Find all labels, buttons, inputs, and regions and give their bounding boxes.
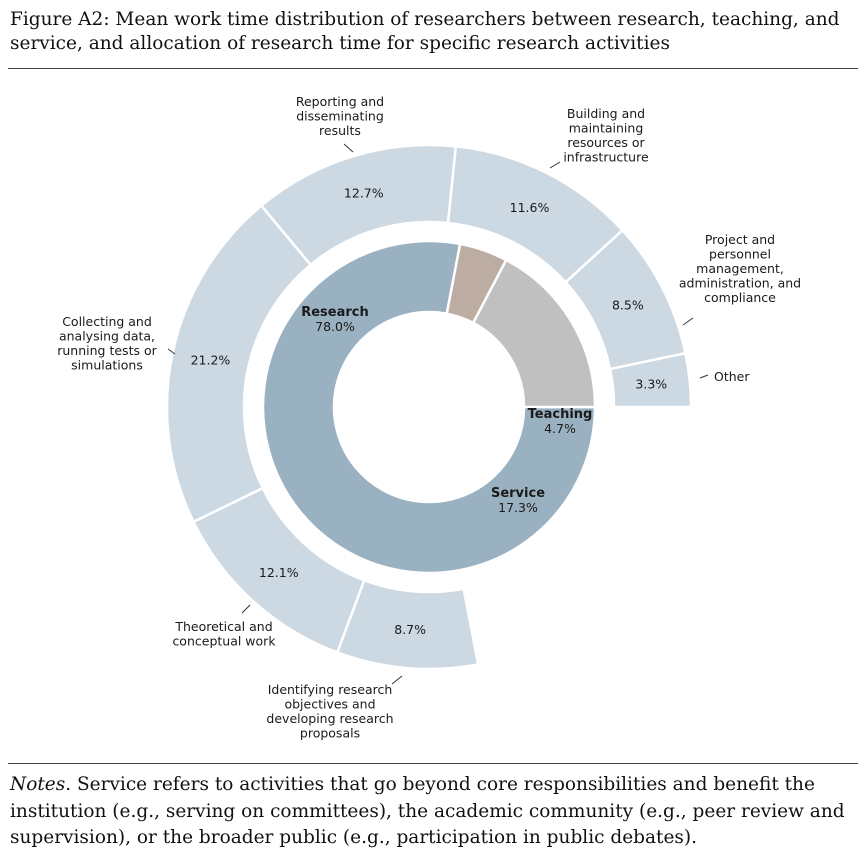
connector-other [699, 374, 709, 379]
category-label-reporting-and-disseminating-results: Reporting and disseminating results [296, 94, 384, 138]
inner-value-service: 17.3% [498, 500, 538, 515]
category-label-other: Other [714, 369, 750, 384]
figure-notes: Notes. Service refers to activities that… [10, 772, 860, 852]
category-label-theoretical-and-conceptual-work: Theoretical and conceptual work [172, 619, 276, 649]
top-rule [8, 68, 858, 69]
category-label-line: Collecting and [62, 314, 152, 329]
outer-value-collecting-and-analysing-data-running-tests-or-simulations: 21.2% [191, 353, 231, 368]
inner-ring [261, 239, 597, 575]
outer-value-building-and-maintaining-resources-or-infrastructure: 11.6% [510, 200, 550, 215]
outer-ring [165, 143, 693, 671]
notes-text: Service refers to activities that go bey… [10, 774, 845, 848]
category-label-line: analysing data, [59, 329, 155, 344]
inner-label-service: Service [491, 486, 545, 501]
outer-value-theoretical-and-conceptual-work: 12.1% [259, 565, 299, 580]
category-label-line: maintaining [569, 121, 644, 136]
category-label-line: personnel [709, 247, 771, 262]
connector-collecting-and-analysing-data-running-tests-or-simulations [167, 348, 176, 355]
inner-value-research: 78.0% [315, 319, 355, 334]
category-label-line: running tests or [57, 343, 157, 358]
connector-reporting-and-disseminating-results [343, 143, 354, 153]
category-label-line: objectives and [284, 697, 375, 712]
category-label-line: management, [696, 261, 784, 276]
category-label-identifying-research-objectives-and-developing-research-proposals: Identifying research objectives and develo… [266, 682, 393, 741]
outer-value-reporting-and-disseminating-results: 12.7% [344, 186, 384, 201]
category-label-project-and-personnel-management-administration-and-compliance: Project and personnel management, administr… [679, 232, 801, 305]
connector-project-and-personnel-management-administration-and-compliance [682, 317, 694, 326]
category-label-collecting-and-analysing-data-running-tests-or-simulations: Collecting and analysing data, running tes… [57, 314, 157, 373]
outer-value-project-and-personnel-management-administration-and-compliance: 8.5% [612, 298, 644, 313]
category-label-line: Reporting and [296, 94, 384, 109]
category-label-line: Project and [705, 232, 775, 247]
category-label-line: Theoretical and [174, 619, 272, 634]
outer-value-other: 3.3% [635, 376, 667, 391]
figure-caption: Figure A2: Mean work time distribution o… [10, 9, 840, 54]
category-label-line: administration, and [679, 276, 801, 291]
connector-identifying-research-objectives-and-developing-research-proposals [391, 675, 403, 685]
category-label-line: developing research [266, 711, 393, 726]
category-label-line: disseminating [296, 109, 384, 124]
inner-value-teaching: 4.7% [544, 421, 576, 436]
category-label-line: conceptual work [172, 634, 276, 649]
category-label-line: infrastructure [563, 150, 649, 165]
category-label-line: simulations [71, 358, 143, 373]
category-label-line: compliance [704, 290, 776, 305]
inner-label-teaching: Teaching [528, 407, 593, 422]
category-label-line: Identifying research [268, 682, 393, 697]
connector-theoretical-and-conceptual-work [241, 604, 251, 614]
category-label-line: resources or [567, 135, 645, 150]
inner-slice-research [261, 239, 597, 575]
inner-label-research: Research [301, 305, 369, 320]
category-label-line: Building and [567, 106, 645, 121]
notes-lead: Notes. [10, 774, 72, 795]
outer-value-identifying-research-objectives-and-developing-research-proposals: 8.7% [394, 622, 426, 637]
bottom-rule [8, 763, 858, 764]
category-label-line: proposals [300, 726, 360, 741]
category-label-line: Other [714, 369, 750, 384]
inner-slice-service [471, 258, 597, 409]
category-label-building-and-maintaining-resources-or-infrastructure: Building and maintaining resources or infra… [563, 106, 649, 165]
outer-slice-identifying-research-objectives-and-developing-research-proposals [335, 578, 480, 671]
category-label-line: results [319, 123, 361, 138]
connector-building-and-maintaining-resources-or-infrastructure [549, 161, 561, 169]
